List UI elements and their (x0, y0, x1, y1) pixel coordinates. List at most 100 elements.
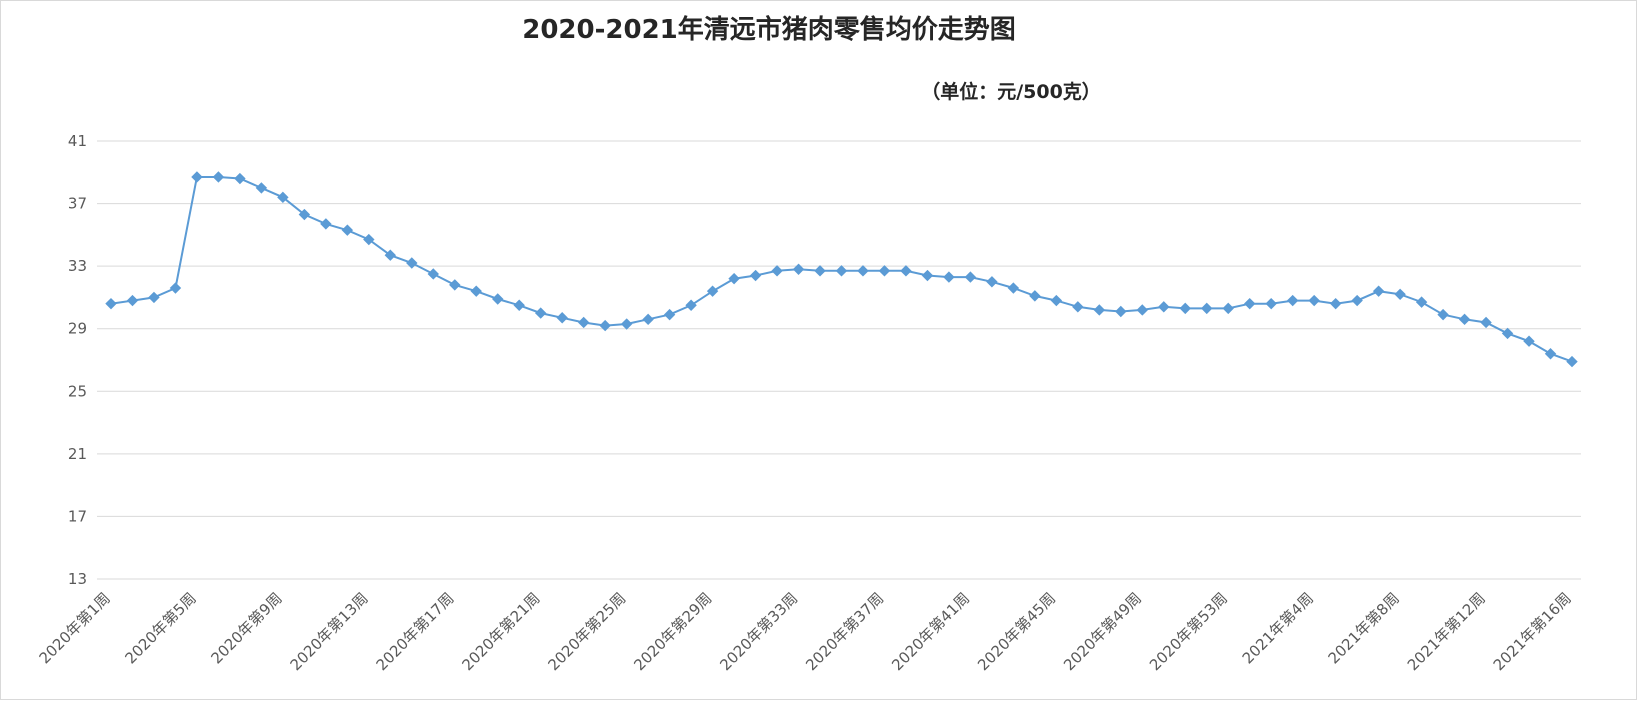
data-point (1480, 316, 1492, 329)
x-tick-label: 2020年第17周 (373, 589, 458, 674)
data-point (943, 271, 955, 283)
data-point (663, 308, 676, 321)
y-tick-label: 25 (68, 382, 87, 400)
data-point (126, 294, 139, 307)
x-tick-label: 2021年第16周 (1490, 589, 1575, 674)
y-axis: 13 17 21 25 29 33 37 41 (68, 132, 87, 588)
data-point (792, 263, 805, 275)
data-point (1244, 297, 1256, 310)
data-point (1029, 290, 1041, 302)
x-tick-label: 2020年第53周 (1146, 589, 1231, 674)
data-point (1115, 305, 1127, 318)
data-point (1544, 348, 1557, 360)
data-point (1093, 304, 1106, 316)
x-tick-label: 2020年第25周 (544, 589, 629, 674)
data-point (1523, 335, 1535, 347)
data-point (986, 276, 998, 288)
y-tick-label: 21 (68, 445, 87, 463)
data-point (1286, 294, 1299, 307)
data-point (749, 269, 762, 282)
y-tick-label: 37 (68, 195, 87, 213)
data-point (577, 316, 590, 329)
data-point (277, 191, 289, 204)
data-point (900, 265, 912, 277)
data-point (728, 272, 740, 285)
data-point (1372, 285, 1385, 297)
y-tick-label: 29 (68, 320, 87, 338)
x-tick-label: 2020年第1周 (36, 589, 114, 667)
data-point (556, 312, 568, 324)
y-tick-label: 13 (68, 570, 87, 588)
data-point (1007, 282, 1020, 294)
data-point (1265, 297, 1277, 310)
data-point (1136, 304, 1149, 316)
data-point (1050, 294, 1063, 307)
data-point (470, 285, 482, 297)
data-point (599, 319, 611, 332)
x-tick-label: 2021年第8周 (1325, 589, 1403, 667)
data-point (320, 218, 332, 230)
data-point (169, 282, 182, 294)
data-point (706, 285, 719, 297)
data-point (1351, 294, 1363, 307)
x-tick-label: 2020年第29周 (630, 589, 715, 674)
data-point (363, 233, 375, 246)
x-tick-label: 2020年第37周 (802, 589, 887, 674)
x-tick-label: 2020年第13周 (287, 589, 372, 674)
data-point (1179, 302, 1191, 315)
data-point (835, 265, 848, 277)
data-point (492, 293, 504, 305)
data-point (105, 297, 117, 310)
data-point (513, 299, 525, 311)
data-point (1308, 294, 1320, 307)
data-point (298, 208, 311, 221)
data-point (642, 313, 654, 326)
x-tick-label: 2020年第41周 (888, 589, 973, 674)
data-point (921, 269, 934, 282)
data-point (1222, 302, 1234, 315)
data-point (234, 172, 246, 185)
data-point (148, 291, 160, 304)
data-point (191, 171, 203, 183)
data-point (1394, 288, 1406, 301)
data-point (449, 279, 461, 291)
data-point (964, 271, 977, 283)
data-point (1201, 302, 1213, 315)
data-point (1566, 355, 1578, 368)
y-tick-label: 41 (68, 132, 87, 150)
data-point (427, 268, 439, 280)
data-point (1437, 308, 1449, 321)
x-tick-label: 2020年第21周 (458, 589, 543, 674)
unit-note: （单位：元/500克） (921, 80, 1101, 103)
data-point (814, 265, 826, 277)
data-point (212, 171, 225, 183)
x-tick-label: 2020年第5周 (121, 589, 199, 667)
data-point (685, 299, 697, 311)
data-point (1415, 296, 1428, 308)
price-series (105, 171, 1578, 368)
data-point (857, 265, 869, 277)
data-point (1458, 313, 1471, 326)
x-tick-label: 2020年第33周 (716, 589, 801, 674)
x-tick-label: 2021年第12周 (1404, 589, 1489, 674)
y-tick-label: 17 (68, 507, 87, 525)
y-tick-label: 33 (68, 257, 87, 275)
x-tick-label: 2020年第45周 (974, 589, 1059, 674)
chart-title: 2020-2021年清远市猪肉零售均价走势图 (522, 14, 1016, 45)
data-point (1501, 327, 1514, 340)
data-point (1329, 297, 1342, 310)
data-point (534, 307, 547, 319)
data-point (771, 265, 783, 277)
x-tick-label: 2020年第49周 (1060, 589, 1145, 674)
x-tick-label: 2020年第9周 (207, 589, 285, 667)
data-point (384, 249, 397, 261)
x-tick-label: 2021年第4周 (1239, 589, 1317, 667)
data-point (620, 318, 633, 330)
data-point (341, 224, 354, 236)
x-axis: 2020年第1周 2020年第5周 2020年第9周 2020年第13周 2020年第1… (36, 589, 1575, 674)
data-point (1158, 301, 1170, 313)
data-point (406, 257, 418, 269)
data-point (878, 265, 891, 277)
